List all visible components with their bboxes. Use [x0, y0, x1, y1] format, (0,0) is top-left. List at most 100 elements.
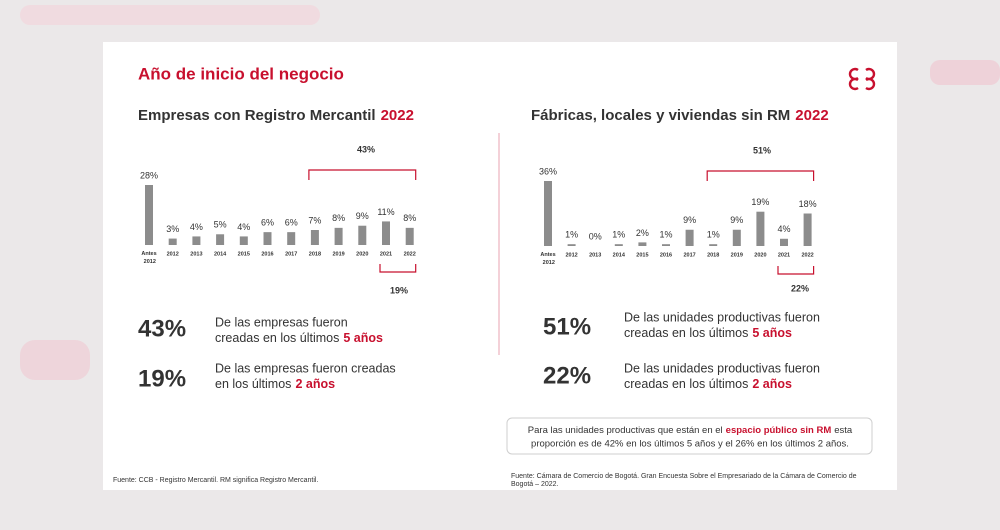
blur-shape	[930, 60, 1000, 85]
chart-title-highlight: 2022	[381, 107, 414, 124]
value-label: 4%	[190, 222, 203, 232]
stat-text: De las empresas fueron	[215, 315, 348, 329]
bar	[709, 244, 718, 246]
value-label: 1%	[565, 230, 578, 240]
chart-title-text: Fábricas, locales y viviendas sin RM	[531, 107, 790, 124]
stat-text: creadas en los últimos 5 años	[215, 331, 383, 345]
value-label: 5%	[214, 220, 227, 230]
annotation: 51%	[753, 145, 771, 155]
stat-text-line: creadas en los últimos	[624, 326, 748, 340]
value-label: 9%	[730, 215, 743, 225]
x-tick-label: 2013	[190, 251, 202, 257]
x-tick-label: 2020	[356, 251, 368, 257]
bar	[263, 232, 272, 245]
bar	[614, 244, 623, 246]
value-label: 8%	[403, 213, 416, 223]
x-tick-label: 2021	[778, 252, 790, 258]
x-tick-label: 2019	[731, 252, 743, 258]
stat-highlight: 5 años	[343, 331, 383, 345]
x-tick-label: 2021	[380, 251, 392, 257]
value-label: 8%	[332, 213, 345, 223]
stat-text-line: en los últimos	[215, 377, 291, 391]
x-tick-label: 2012	[167, 251, 179, 257]
bar	[145, 185, 153, 245]
bar	[544, 181, 552, 246]
x-tick-label: 2012	[565, 252, 577, 258]
bar	[239, 236, 248, 245]
bar	[192, 236, 201, 245]
stat-value: 51%	[543, 313, 591, 340]
bracket	[308, 169, 417, 180]
value-label: 2%	[636, 228, 649, 238]
stat-highlight: 2 años	[752, 377, 792, 391]
annotation: 22%	[791, 283, 809, 293]
blur-shape	[20, 340, 90, 380]
value-label: 1%	[612, 230, 625, 240]
footnote: Fuente: Cámara de Comercio de Bogotá. Gr…	[511, 473, 857, 480]
x-tick-label-line: 2012	[541, 260, 555, 266]
slide-body	[103, 42, 897, 490]
bar	[567, 244, 576, 246]
note-part: Para las unidades productivas que están …	[528, 425, 723, 436]
value-label: 9%	[683, 215, 696, 225]
chart-title-text: Empresas con Registro Mercantil	[138, 107, 376, 124]
x-tick-label: 2018	[707, 252, 719, 258]
value-label: 9%	[356, 211, 369, 221]
stat-highlight: 5 años	[752, 326, 792, 340]
footnote: Bogotá – 2022.	[511, 481, 559, 488]
value-label: 6%	[261, 218, 274, 228]
value-label: 11%	[377, 207, 394, 217]
bar	[803, 213, 812, 246]
x-tick-label: 2014	[214, 251, 227, 257]
value-label: 28%	[140, 170, 158, 180]
logo	[848, 67, 876, 91]
stat-text: creadas en los últimos 2 años	[624, 377, 792, 391]
note-text: proporción es de 42% en los últimos 5 añ…	[531, 439, 849, 450]
note-text: Para las unidades productivas que están …	[528, 425, 853, 436]
bar	[358, 225, 367, 245]
note-highlight: espacio público sin RM	[726, 425, 832, 436]
x-tick-label: 2017	[285, 251, 297, 257]
value-label: 7%	[308, 215, 321, 225]
x-tick-label: Antes 2012	[540, 252, 555, 266]
x-tick-label: 2015	[636, 252, 648, 258]
chart-title: Empresas con Registro Mercantil 2022	[138, 107, 414, 124]
value-label: 19%	[751, 197, 769, 207]
x-tick-label: 2018	[309, 251, 321, 257]
stat-text: De las unidades productivas fueron	[624, 361, 820, 375]
value-label: 1%	[659, 230, 672, 240]
x-tick-label: 2013	[589, 252, 601, 258]
x-tick-label: 2022	[801, 252, 813, 258]
value-label: 3%	[166, 224, 179, 234]
bar	[310, 230, 319, 245]
x-tick-label: 2016	[261, 251, 273, 257]
value-label: 6%	[285, 218, 298, 228]
x-tick-label-line: Antes	[141, 251, 156, 257]
stat-text: en los últimos 2 años	[215, 377, 335, 391]
bar	[732, 229, 741, 246]
value-label: 1%	[707, 230, 720, 240]
stat-text: creadas en los últimos 5 años	[624, 326, 792, 340]
bar	[780, 238, 788, 246]
chart-title: Fábricas, locales y viviendas sin RM 2022	[531, 107, 829, 124]
bar	[638, 242, 647, 246]
bar	[334, 227, 343, 245]
stat-value: 43%	[138, 315, 186, 342]
bar	[287, 232, 296, 245]
annotation: 43%	[357, 144, 375, 154]
note-box	[506, 417, 873, 455]
stat-text-line: creadas en los últimos	[215, 331, 339, 345]
note-part: esta	[834, 425, 853, 436]
stat-value: 19%	[138, 365, 186, 392]
slide-title: Año de inicio del negocio	[138, 64, 344, 83]
value-label: 4%	[237, 222, 250, 232]
x-tick-label: 2017	[683, 252, 695, 258]
x-tick-label: 2022	[404, 251, 416, 257]
bracket	[777, 266, 815, 275]
bar	[685, 229, 694, 246]
bar	[168, 238, 177, 245]
x-tick-label: 2020	[754, 252, 766, 258]
value-label: 18%	[799, 199, 817, 209]
